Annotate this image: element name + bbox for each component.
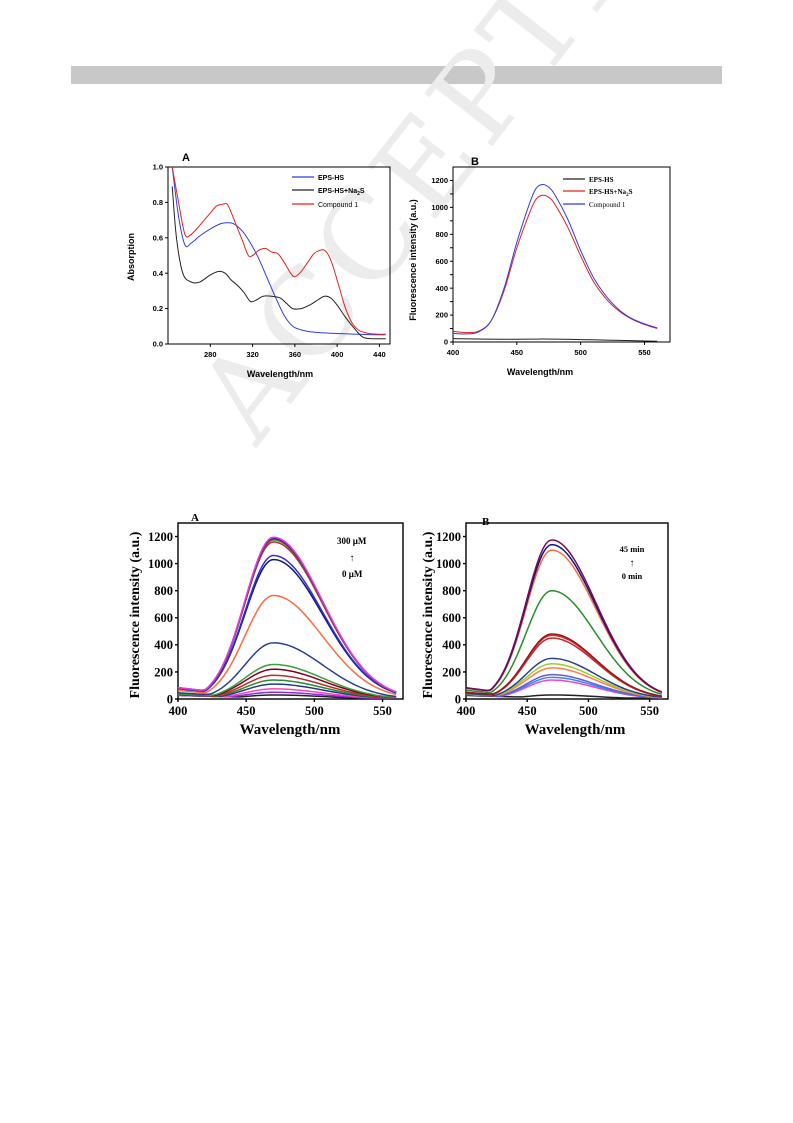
y-tick-label: 400 xyxy=(435,284,448,293)
y-tick-label: 0.2 xyxy=(153,304,163,313)
y-tick-label: 0 xyxy=(444,338,448,347)
panel-label: B xyxy=(482,516,490,528)
series-line-10 xyxy=(465,633,663,697)
y-tick-label: 1200 xyxy=(148,530,173,544)
y-tick-label: 1.0 xyxy=(153,163,163,172)
x-axis-label: Wavelength/nm xyxy=(240,722,341,738)
y-tick-label: 800 xyxy=(154,584,173,598)
plot-area: 400 450 500 550 0 200 400 600 800 1000 1200 xyxy=(148,522,404,718)
y-tick-label: 0.0 xyxy=(153,340,163,349)
panel-label: A xyxy=(182,152,190,164)
y-axis-label: Fluorescence intensity (a.u.) xyxy=(421,531,436,698)
x-tick-label: 500 xyxy=(305,704,324,718)
x-axis-label: Wavelength/nm xyxy=(525,722,626,738)
y-tick-label: 0.8 xyxy=(153,198,163,207)
series-line-7 xyxy=(465,657,662,698)
series-line-compound-1 xyxy=(171,166,386,335)
titration-chart: A 400 450 500 550 0 200 400 600 800 1000 1200 Wave… xyxy=(128,512,404,738)
series-line-eps-hs xyxy=(452,338,658,342)
plot-area: 400 450 500 550 0 200 400 600 800 1000 1200 xyxy=(436,522,669,718)
legend: EPS-HS EPS-HS+Na2S Compound 1 xyxy=(563,176,633,209)
y-tick-label: 1200 xyxy=(431,176,448,185)
x-tick-label: 550 xyxy=(373,704,392,718)
y-tick-label: 1000 xyxy=(436,557,461,571)
y-axis-label: Fluorescence intensity (a.u.) xyxy=(128,531,143,698)
y-tick-label: 200 xyxy=(442,665,461,679)
x-tick-label: 450 xyxy=(518,704,537,718)
x-tick-label: 320 xyxy=(246,350,259,359)
y-tick-label: 200 xyxy=(435,311,448,320)
y-tick-label: 800 xyxy=(442,584,461,598)
series-line-compound-1 xyxy=(452,183,658,335)
annotation-top: 45 min xyxy=(620,544,645,554)
x-tick-label: 360 xyxy=(289,350,302,359)
annotation-top: 300 μM xyxy=(337,536,367,546)
series-line-9 xyxy=(177,642,397,698)
x-tick-label: 550 xyxy=(640,704,659,718)
x-tick-label: 450 xyxy=(511,348,524,357)
series-line-11 xyxy=(465,589,663,695)
y-tick-label: 1000 xyxy=(148,557,173,571)
y-tick-label: 600 xyxy=(442,611,461,625)
y-tick-label: 600 xyxy=(435,257,448,266)
y-tick-label: 0 xyxy=(167,692,173,706)
x-tick-label: 500 xyxy=(574,348,587,357)
y-tick-label: 0.6 xyxy=(153,233,163,242)
y-tick-label: 400 xyxy=(442,638,461,652)
legend: EPS-HS EPS-HS+Na2S Compound 1 xyxy=(292,175,365,209)
x-tick-label: 550 xyxy=(638,348,651,357)
absorption-chart: A 280 320 360 400 440 0.0 0.2 0.4 0.6 0.8 1.0 Wave… xyxy=(126,152,391,379)
plot-frame xyxy=(177,522,404,700)
y-tick-label: 200 xyxy=(154,665,173,679)
series-line-eps-hs xyxy=(171,166,386,336)
legend-label-eps-hs: EPS-HS xyxy=(589,176,614,184)
x-tick-label: 450 xyxy=(237,704,256,718)
plot-frame xyxy=(452,166,671,343)
x-axis-label: Wavelength/nm xyxy=(247,369,313,379)
y-tick-label: 800 xyxy=(435,230,448,239)
panel-label: A xyxy=(191,512,199,524)
x-axis-label: Wavelength/nm xyxy=(507,367,573,377)
page-header-bar xyxy=(71,66,722,84)
y-tick-label: 0.4 xyxy=(153,269,164,278)
fluorescence-chart: B 400 450 500 550 0 200 400 600 800 1000 1200 Wave… xyxy=(408,156,671,377)
x-tick-label: 400 xyxy=(457,704,476,718)
legend-label-eps-hs: EPS-HS xyxy=(318,175,344,182)
y-tick-label: 600 xyxy=(154,611,173,625)
arrow-up-icon: ↑ xyxy=(350,553,355,564)
x-tick-label: 280 xyxy=(204,350,217,359)
x-tick-label: 440 xyxy=(373,350,386,359)
x-tick-label: 400 xyxy=(169,704,188,718)
y-axis-label: Absorption xyxy=(126,233,136,281)
y-tick-label: 400 xyxy=(154,638,173,652)
legend-label-eps-hs-na2s: EPS-HS+Na2S xyxy=(589,188,633,198)
x-tick-label: 400 xyxy=(331,350,344,359)
plot-area: 280 320 360 400 440 0.0 0.2 0.4 0.6 0.8 1.0 xyxy=(153,163,391,359)
series-line-16 xyxy=(177,536,397,693)
series-line-12 xyxy=(177,554,397,694)
x-tick-label: 400 xyxy=(447,348,460,357)
plot-area: 400 450 500 550 0 200 400 600 800 1000 1200 xyxy=(431,166,671,357)
series-line-14 xyxy=(465,539,663,693)
series-line-eps-hs-na2s xyxy=(452,194,658,334)
annotation-bottom: 0 μM xyxy=(342,569,363,579)
plot-frame xyxy=(465,522,669,700)
y-tick-label: 1000 xyxy=(431,203,448,212)
legend-label-compound-1: Compound 1 xyxy=(318,202,358,209)
legend-label-eps-hs-na2s: EPS-HS+Na2S xyxy=(318,188,365,197)
x-tick-label: 500 xyxy=(579,704,598,718)
series-line-10 xyxy=(177,594,397,696)
y-tick-label: 0 xyxy=(455,692,461,706)
series-line-8 xyxy=(177,663,397,699)
arrow-up-icon: ↑ xyxy=(630,558,635,569)
plot-frame xyxy=(167,166,391,345)
legend-label-compound-1: Compound 1 xyxy=(589,201,626,209)
annotation-bottom: 0 min xyxy=(622,571,643,581)
y-axis-label: Fluorescence intensity (a.u.) xyxy=(408,199,418,321)
time-course-chart: B 400 450 500 550 0 200 400 600 800 1000 1200 Wave… xyxy=(421,516,669,738)
panel-label: B xyxy=(471,156,479,168)
y-tick-label: 1200 xyxy=(436,530,461,544)
series-line-eps-hs-na2s xyxy=(171,186,386,340)
